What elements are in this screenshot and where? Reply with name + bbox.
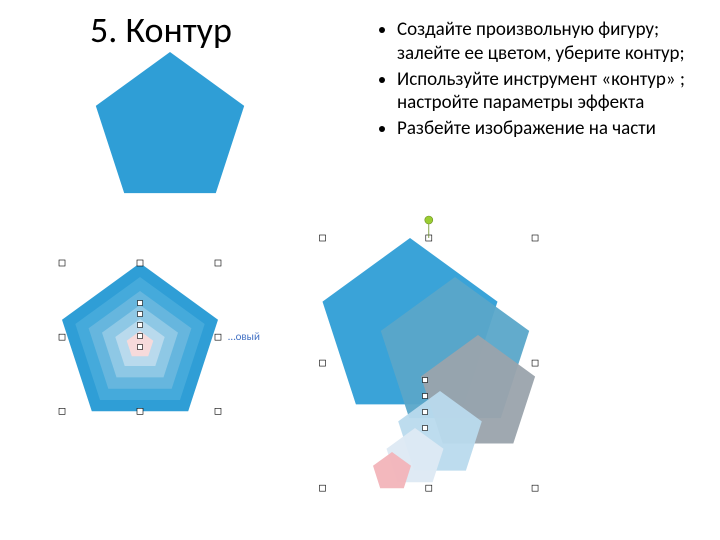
tiny-label: …овый — [228, 330, 260, 343]
exploded-pentagons[interactable] — [0, 0, 720, 540]
